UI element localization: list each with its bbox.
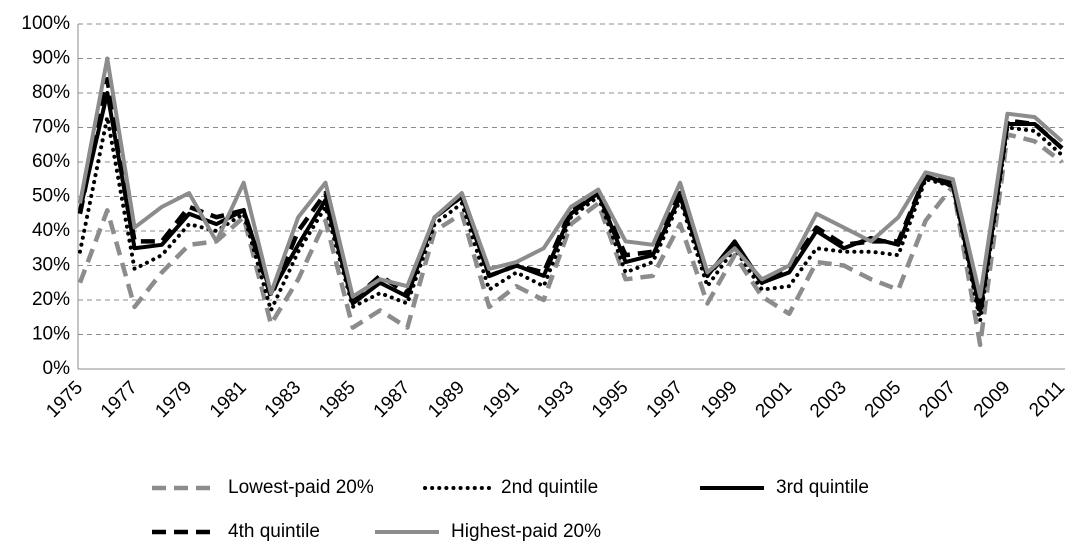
x-tick-label: 1981 xyxy=(206,377,251,422)
y-tick-label: 60% xyxy=(32,151,70,172)
x-tick-label: 1983 xyxy=(261,377,306,422)
x-tick-label: 1985 xyxy=(315,377,360,422)
legend-label: 2nd quintile xyxy=(501,477,598,498)
x-tick-label: 1989 xyxy=(424,377,469,422)
series-line xyxy=(77,132,1064,348)
x-tick-label: 1993 xyxy=(533,377,578,422)
y-tick-label: 100% xyxy=(21,13,70,34)
legend-label: Lowest-paid 20% xyxy=(228,477,374,498)
y-tick-label: 50% xyxy=(32,186,70,207)
x-tick-label: 1997 xyxy=(642,377,687,422)
y-tick-label: 0% xyxy=(43,358,71,379)
x-tick-label: 1999 xyxy=(697,377,742,422)
x-tick-label: 2005 xyxy=(861,377,906,422)
y-tick-label: 70% xyxy=(32,117,70,138)
x-tick-label: 1991 xyxy=(479,377,524,422)
y-tick-label: 80% xyxy=(32,82,70,103)
series-line xyxy=(77,76,1064,317)
legend-label: Highest-paid 20% xyxy=(451,521,601,542)
y-tick-label: 20% xyxy=(32,289,70,310)
x-tick-label: 1979 xyxy=(151,377,196,422)
x-tick-label: 1977 xyxy=(97,377,142,422)
legend-label: 4th quintile xyxy=(228,521,320,542)
y-tick-label: 40% xyxy=(32,220,70,241)
legend-label: 3rd quintile xyxy=(776,477,869,498)
series-line xyxy=(78,56,1064,299)
x-tick-label: 2001 xyxy=(752,377,797,422)
x-tick-label: 2011 xyxy=(1025,377,1069,421)
x-tick-label: 2009 xyxy=(970,377,1015,422)
y-tick-label: 30% xyxy=(32,255,70,276)
x-tick-label: 1995 xyxy=(588,377,633,422)
x-tick-label: 2003 xyxy=(806,377,851,422)
y-tick-label: 10% xyxy=(32,324,70,345)
x-tick-label: 1987 xyxy=(370,377,415,422)
x-tick-label: 2007 xyxy=(915,377,960,422)
y-tick-label: 90% xyxy=(32,48,70,69)
x-tick-label: 1975 xyxy=(42,377,87,422)
